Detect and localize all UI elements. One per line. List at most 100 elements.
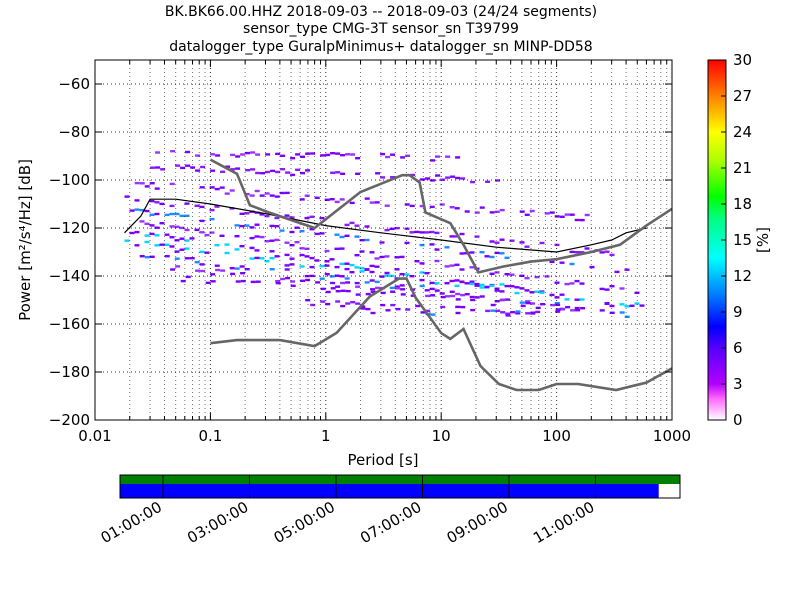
psd-cell [529,291,535,294]
psd-cell [359,250,365,253]
psd-cell [535,306,541,310]
colorbar-tick-label: 12 [733,267,752,285]
psd-cell [235,167,241,170]
psd-cell [624,315,630,318]
psd-cell [345,153,351,156]
psd-cell [274,216,280,220]
psd-cell [309,265,315,269]
y-axis-ticks: −60 −80 −100 −120 −140 −160 −180 −200 [49,75,672,429]
psd-cell [414,260,420,263]
psd-cell [289,257,295,260]
psd-cell [484,255,490,258]
psd-cell [374,280,380,284]
psd-cell [259,235,265,239]
psd-cell [194,204,200,207]
psd-cell [345,302,351,305]
psd-cell [290,157,296,160]
psd-cell [629,304,635,307]
psd-cell [240,272,246,275]
psd-cell [410,173,416,177]
psd-cell [379,275,385,278]
psd-cell [340,289,346,292]
psd-cell [499,252,505,255]
psd-cell [339,198,345,201]
psd-cell [349,271,355,274]
psd-cell [424,231,430,234]
psd-cell [205,281,211,284]
psd-cell [380,303,386,307]
psd-cell [524,213,530,216]
psd-cell [299,265,305,268]
psd-cell [324,264,330,267]
psd-cell [540,303,546,306]
psd-cell [420,178,426,181]
psd-cell [410,294,416,297]
psd-cell [609,253,615,257]
psd-cell [624,305,630,308]
psd-cell [159,243,165,246]
psd-cell [209,231,215,234]
psd-cell [305,152,311,155]
psd-cell [394,256,400,259]
psd-cell [494,271,500,274]
psd-cell [354,281,360,285]
psd-cell [314,232,320,236]
psd-cell [355,285,361,288]
psd-cell [425,177,431,180]
psd-cell [564,213,570,216]
psd-cell [230,272,236,276]
psd-cell [494,287,500,290]
psd-cell [144,209,150,213]
psd-cell [425,294,431,298]
psd-cell [214,264,220,267]
psd-cell [444,282,450,285]
psd-cell [525,312,531,315]
psd-cell [320,287,326,291]
psd-cell [619,311,625,314]
psd-cell [154,226,160,229]
coverage-tick-label: 07:00:00 [357,498,424,547]
psd-cell [154,212,160,216]
psd-cell [284,268,290,271]
psd-cell [240,153,246,156]
psd-cell [294,226,300,229]
psd-cell [439,203,445,206]
psd-cell [265,170,271,174]
psd-cell [324,273,330,276]
psd-cell [584,213,590,217]
psd-cell [369,201,375,204]
psd-cell [195,169,201,172]
psd-cell [460,305,466,309]
psd-cell [254,235,260,238]
psd-cell [249,226,255,229]
psd-cell [335,290,341,293]
psd-cell [440,295,446,299]
psd-cell [239,224,245,228]
psd-cell [479,286,485,289]
psd-cell [449,279,455,283]
psd-cell [289,230,295,234]
psd-cell [320,154,326,157]
psd-cell [455,311,461,315]
psd-cell [409,231,415,234]
psd-cell [180,166,186,170]
psd-cell [394,227,400,230]
psd-cell [454,207,460,210]
psd-cell [184,239,190,242]
psd-cell [204,233,210,237]
psd-cell [159,222,165,225]
psd-cell [175,164,181,167]
psd-cell [214,187,220,191]
psd-cell [489,284,495,287]
psd-cell [500,311,506,314]
psd-plot: 0.01 0.1 1 10 100 1000 −60 −80 −100 −120 −140 −160… [16,59,691,469]
psd-cell [554,281,560,284]
psd-cell [445,295,451,298]
psd-cell [525,300,531,303]
psd-cell [300,155,306,158]
psd-cell [149,232,155,236]
psd-cell [189,237,195,240]
psd-cell [310,303,316,307]
psd-cell [459,280,465,284]
psd-cell [445,176,451,179]
